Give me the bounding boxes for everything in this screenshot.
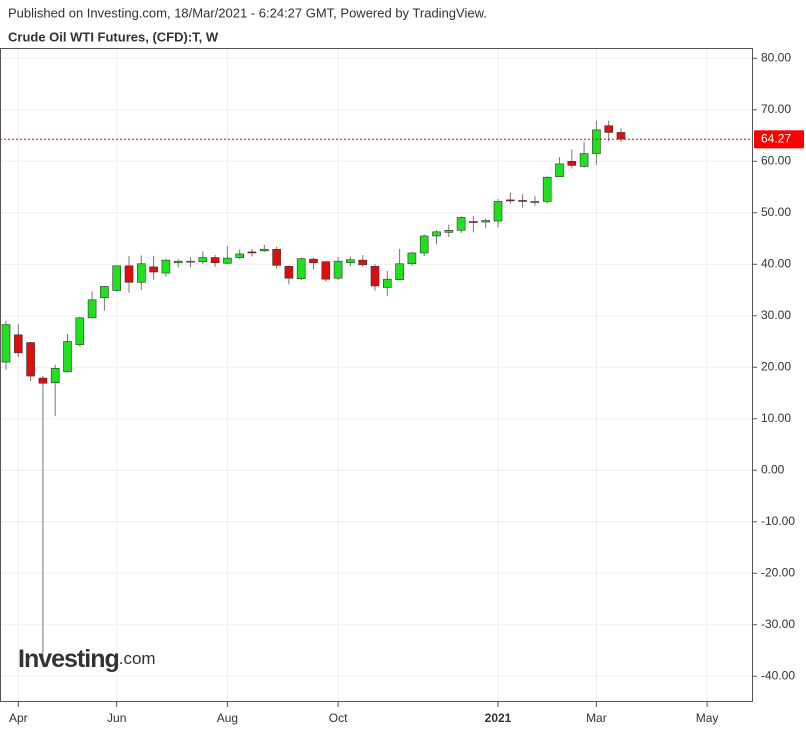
candle-body — [333, 260, 343, 279]
candle-body — [38, 377, 48, 384]
x-tick-label: Apr — [9, 711, 28, 725]
candle-body — [419, 235, 429, 254]
candle-body — [346, 259, 355, 264]
candle-body — [456, 217, 466, 231]
candle-body — [14, 334, 23, 354]
x-tick-label: May — [696, 711, 719, 725]
candle-body — [604, 125, 614, 133]
candle-body — [100, 286, 109, 299]
candle-body — [555, 163, 564, 178]
candle-body — [592, 129, 601, 154]
candle-body — [112, 265, 121, 291]
candle-body — [186, 260, 195, 263]
last-price-label: 64.27 — [761, 131, 791, 145]
candle-body — [296, 258, 306, 280]
y-tick-label: 30.00 — [761, 308, 791, 322]
candle-body — [444, 229, 454, 233]
candle-body — [161, 259, 171, 274]
x-tick-label: Oct — [329, 711, 348, 725]
candle-body — [235, 253, 244, 258]
last-price-box — [754, 130, 804, 149]
x-tick-label: Mar — [586, 711, 607, 725]
candle-body — [210, 257, 220, 264]
y-tick-label: 20.00 — [761, 359, 791, 373]
candle-body — [382, 278, 392, 288]
candle-body — [198, 257, 208, 263]
candle-body — [493, 201, 503, 222]
y-tick-label: 80.00 — [761, 50, 791, 64]
x-tick-label: 2021 — [485, 711, 512, 725]
candle-body — [50, 368, 60, 384]
y-tick-label: 70.00 — [761, 102, 791, 116]
candle-body — [469, 221, 478, 223]
plot-frame — [0, 48, 753, 702]
y-tick-label: 10.00 — [761, 411, 791, 425]
y-tick-label: 40.00 — [761, 256, 791, 270]
candle-body — [63, 341, 72, 373]
candle-body — [223, 257, 232, 264]
published-note: Published on Investing.com, 18/Mar/2021 … — [8, 5, 487, 20]
y-tick-label: -40.00 — [761, 668, 795, 682]
x-tick-label: Jun — [107, 711, 126, 725]
candle-body — [432, 231, 441, 237]
candle-body — [173, 260, 183, 264]
logo: Investing.com — [18, 645, 156, 673]
candle-body — [26, 342, 35, 377]
candle-body — [87, 299, 97, 319]
candle-body — [530, 201, 540, 203]
y-tick-label: 50.00 — [761, 205, 791, 219]
candle-body — [124, 265, 134, 283]
candle-body — [407, 252, 417, 265]
y-tick-label: 0.00 — [761, 462, 785, 476]
candle-body — [518, 200, 527, 202]
candle-body — [370, 266, 380, 287]
logo-main: Investing — [18, 645, 119, 673]
candle-body — [579, 153, 589, 167]
y-tick-label: -20.00 — [761, 565, 795, 579]
candle-body — [149, 266, 158, 273]
candle-body — [75, 317, 85, 345]
candle-body — [358, 259, 368, 266]
x-tick-label: Aug — [217, 711, 238, 725]
candle-body — [272, 249, 281, 266]
candle-body — [259, 249, 269, 252]
y-tick-label: -10.00 — [761, 514, 795, 528]
candle-body — [247, 251, 257, 254]
candle-body — [395, 263, 404, 281]
y-tick-label: 60.00 — [761, 153, 791, 167]
y-tick-label: -30.00 — [761, 617, 795, 631]
candle-body — [137, 263, 146, 283]
candle-body — [284, 266, 294, 279]
candle-body — [1, 324, 11, 363]
candle-body — [616, 132, 626, 140]
candle-body — [567, 160, 577, 166]
candle-body — [542, 176, 552, 202]
logo-suffix: .com — [119, 649, 156, 668]
symbol-title: Crude Oil WTI Futures, (CFD):T, W — [8, 29, 219, 44]
candle-body — [309, 258, 318, 264]
candle-body — [505, 199, 515, 202]
candle-body — [481, 220, 491, 223]
candle-body — [321, 261, 331, 280]
